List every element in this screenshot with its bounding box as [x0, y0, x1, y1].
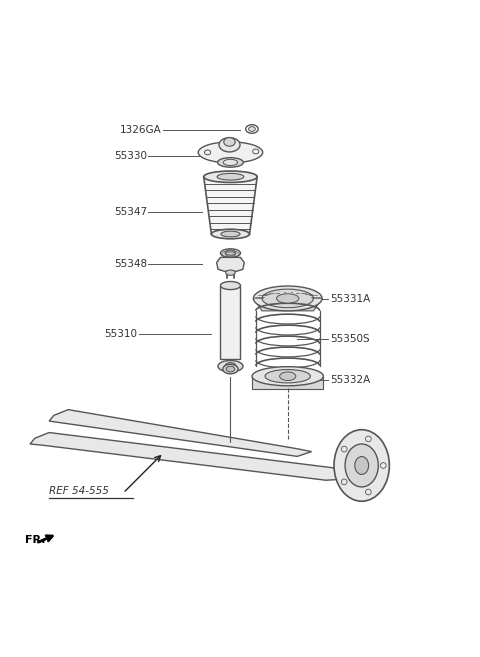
Ellipse shape [225, 363, 236, 370]
Text: REF 54-555: REF 54-555 [49, 486, 109, 497]
Text: 55331A: 55331A [331, 294, 371, 304]
Ellipse shape [223, 160, 238, 166]
Ellipse shape [249, 127, 255, 131]
Ellipse shape [204, 171, 257, 183]
Ellipse shape [211, 229, 250, 238]
Text: FR.: FR. [25, 535, 46, 545]
Ellipse shape [219, 137, 240, 152]
Polygon shape [49, 409, 312, 457]
Ellipse shape [217, 173, 244, 180]
Ellipse shape [334, 430, 389, 501]
Ellipse shape [220, 281, 240, 290]
Ellipse shape [220, 249, 240, 258]
Ellipse shape [198, 142, 263, 163]
Ellipse shape [253, 286, 322, 311]
Ellipse shape [265, 369, 311, 383]
Text: 55350S: 55350S [331, 334, 370, 344]
Ellipse shape [276, 294, 299, 303]
Ellipse shape [252, 367, 324, 386]
Ellipse shape [280, 372, 296, 380]
Text: 55348: 55348 [114, 259, 147, 269]
Polygon shape [216, 258, 244, 271]
Ellipse shape [221, 231, 240, 237]
Ellipse shape [223, 364, 238, 374]
Polygon shape [252, 376, 324, 389]
Ellipse shape [345, 444, 378, 487]
Polygon shape [204, 177, 257, 234]
Ellipse shape [218, 361, 243, 372]
Polygon shape [30, 432, 360, 480]
Ellipse shape [224, 137, 235, 147]
Polygon shape [253, 298, 322, 311]
Ellipse shape [217, 158, 243, 167]
Ellipse shape [262, 289, 313, 307]
Text: 55330: 55330 [114, 150, 147, 161]
Text: 1326GA: 1326GA [120, 125, 161, 135]
Polygon shape [220, 286, 240, 359]
Ellipse shape [225, 250, 236, 256]
Ellipse shape [226, 366, 235, 372]
Ellipse shape [355, 457, 369, 474]
Ellipse shape [226, 270, 235, 275]
Text: 55347: 55347 [114, 206, 147, 217]
Text: 55332A: 55332A [331, 374, 371, 384]
Text: 55310: 55310 [104, 329, 137, 339]
